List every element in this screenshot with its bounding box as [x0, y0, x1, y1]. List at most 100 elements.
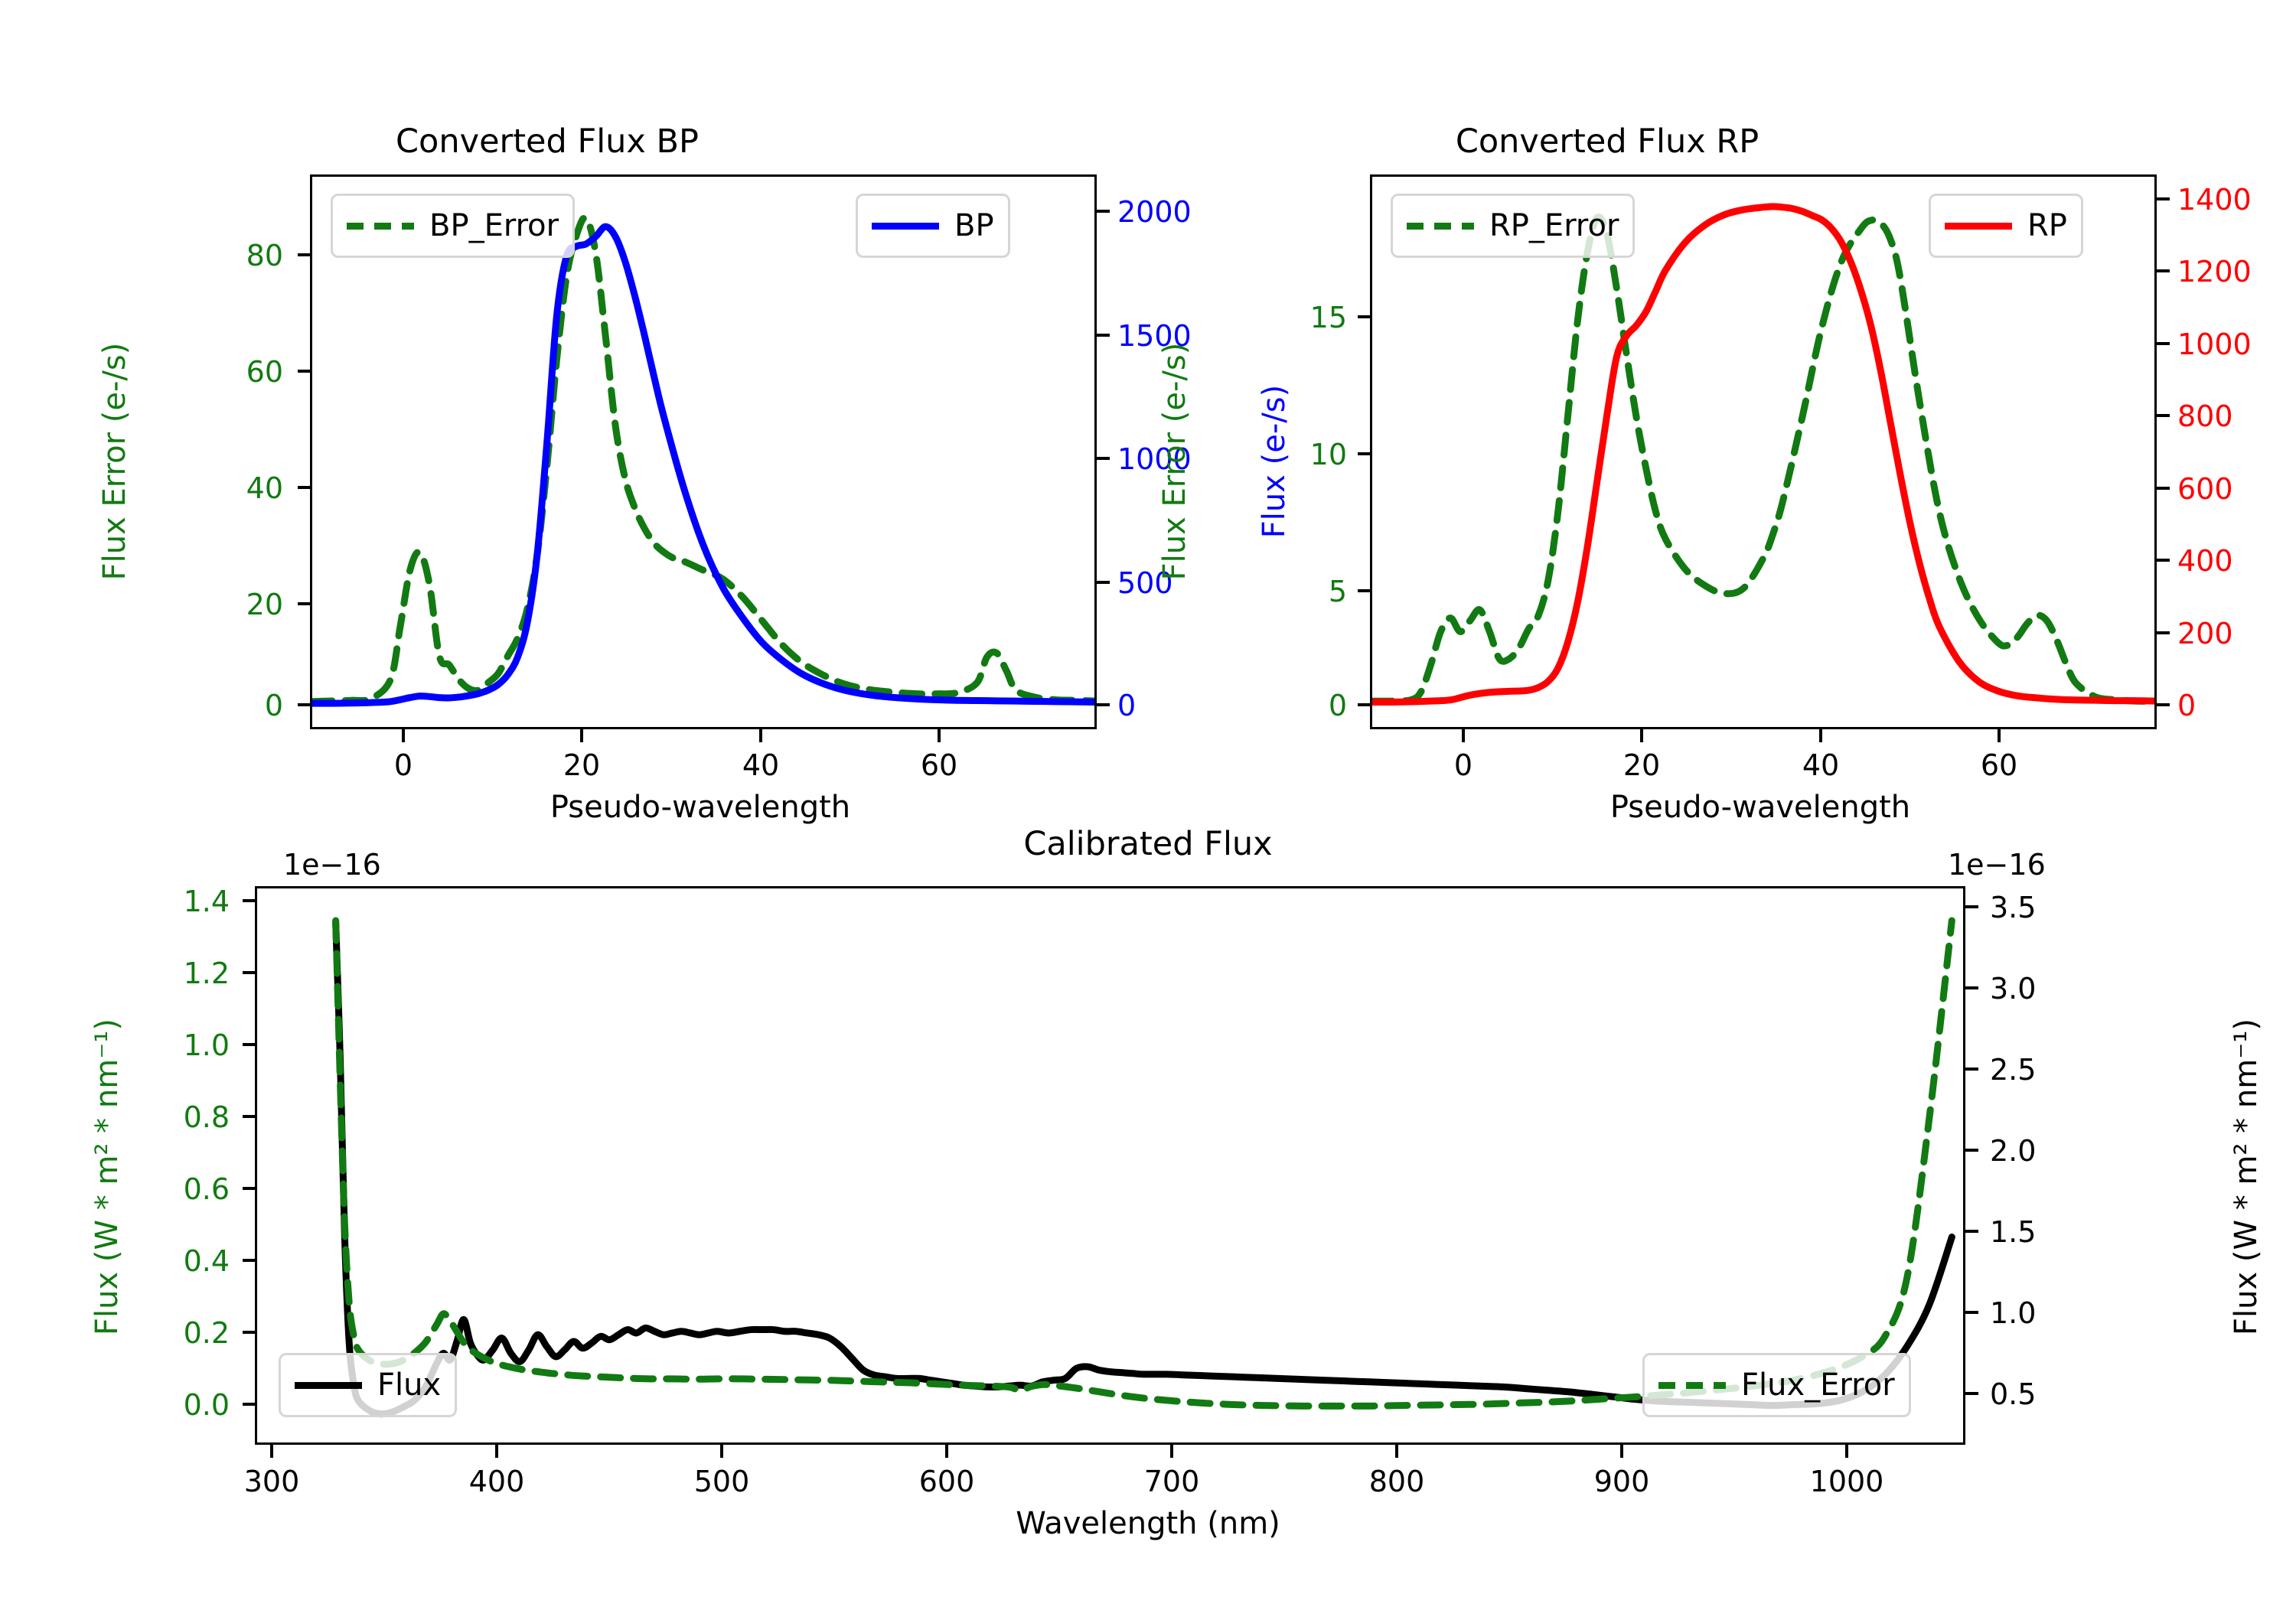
cal-ytick-left-2: 0.4 — [183, 1244, 230, 1278]
cal-ytick-left-3: 0.6 — [183, 1172, 230, 1206]
bp-ytickmark-left-0 — [298, 703, 311, 706]
rp-ytick-right-4: 800 — [2177, 399, 2233, 433]
bp-xtickmark-1 — [580, 729, 583, 742]
cal-plot-frame — [255, 886, 1965, 1445]
bp-ytick-left-0: 0 — [264, 689, 283, 722]
cal-ytick-right-1: 1.0 — [1990, 1296, 2037, 1330]
rp-ylabel-left: Flux Error (e-/s) — [1157, 342, 1192, 581]
rp-xtickmark-0 — [1462, 729, 1465, 742]
rp-xtick-1: 20 — [1623, 748, 1661, 782]
bp-xtick-3: 60 — [920, 748, 958, 782]
bp-ytickmark-right-4 — [1097, 210, 1110, 213]
cal-title: Calibrated Flux — [1023, 825, 1273, 863]
cal-ytickmark-right-0 — [1965, 1392, 1978, 1395]
rp-ytickmark-right-3 — [2157, 487, 2170, 490]
cal-legend-flux[interactable]: Flux — [279, 1353, 458, 1417]
cal-ytickmark-left-7 — [243, 899, 256, 902]
rp-ytickmark-right-6 — [2157, 269, 2170, 272]
series-rp-error-path — [1372, 213, 2154, 705]
cal-ytickmark-left-3 — [243, 1187, 256, 1190]
bp-xtick-1: 20 — [563, 748, 601, 782]
cal-ytickmark-left-0 — [243, 1403, 256, 1406]
cal-ytickmark-right-1 — [1965, 1311, 1978, 1314]
rp-xtickmark-3 — [1998, 729, 2001, 742]
bp-error-line-swatch — [347, 222, 414, 230]
cal-ytickmark-right-6 — [1965, 905, 1978, 908]
cal-ytick-right-0: 0.5 — [1990, 1377, 2037, 1411]
bp-ytickmark-right-2 — [1097, 457, 1110, 460]
rp-legend-flux-label: RP — [2027, 208, 2067, 243]
rp-legend-flux[interactable]: RP — [1929, 194, 2083, 258]
bp-ytick-left-2: 40 — [246, 471, 283, 505]
rp-ytick-left-3: 15 — [1309, 301, 1347, 334]
bp-ytickmark-left-4 — [298, 253, 311, 256]
cal-ytickmark-left-5 — [243, 1043, 256, 1046]
rp-error-line-swatch — [1407, 222, 1474, 230]
rp-ytick-right-0: 0 — [2177, 689, 2197, 722]
series-bp-path — [312, 223, 1094, 707]
rp-plot-frame — [1370, 174, 2157, 729]
bp-ylabel-left: Flux Error (e-/s) — [97, 342, 132, 581]
cal-ytickmark-left-2 — [243, 1259, 256, 1262]
cal-error-line-swatch — [1658, 1381, 1726, 1389]
cal-ytickmark-left-4 — [243, 1115, 256, 1118]
cal-ylabel-right: Flux (W * m² * nm⁻¹) — [2229, 1019, 2264, 1335]
cal-xtick-5: 800 — [1368, 1465, 1425, 1498]
cal-xtick-0: 300 — [243, 1465, 300, 1498]
cal-xtickmark-3 — [945, 1445, 948, 1458]
rp-ytickmark-right-5 — [2157, 342, 2170, 345]
cal-xtickmark-7 — [1845, 1445, 1848, 1458]
cal-ytickmark-left-6 — [243, 971, 256, 974]
rp-ytick-right-5: 1000 — [2177, 328, 2252, 361]
rp-ytickmark-right-0 — [2157, 703, 2170, 706]
cal-xtickmark-2 — [720, 1445, 723, 1458]
cal-xtick-7: 1000 — [1809, 1465, 1884, 1498]
cal-xtickmark-4 — [1170, 1445, 1173, 1458]
cal-ytickmark-right-4 — [1965, 1068, 1978, 1071]
series-bp-error-path — [312, 214, 1094, 706]
bp-plot-frame — [310, 174, 1097, 729]
cal-legend-flux-label: Flux — [377, 1367, 442, 1403]
cal-xtickmark-0 — [270, 1445, 273, 1458]
bp-ytickmark-right-1 — [1097, 581, 1110, 584]
rp-ytickmark-right-1 — [2157, 631, 2170, 634]
bp-ytickmark-left-1 — [298, 602, 311, 605]
bp-xtickmark-0 — [402, 729, 405, 742]
cal-ytickmark-right-5 — [1965, 986, 1978, 989]
bp-ytick-right-2: 1000 — [1117, 442, 1192, 476]
bp-xtick-0: 0 — [393, 748, 413, 782]
cal-ytickmark-right-2 — [1965, 1230, 1978, 1233]
bp-ytick-right-1: 500 — [1117, 566, 1173, 600]
cal-xtick-4: 700 — [1143, 1465, 1200, 1498]
cal-ytick-right-4: 2.5 — [1990, 1053, 2037, 1087]
rp-ytick-right-1: 200 — [2177, 617, 2233, 650]
bp-title: Converted Flux BP — [396, 122, 699, 161]
cal-ytick-left-4: 0.8 — [183, 1100, 230, 1134]
cal-legend-error[interactable]: Flux_Error — [1642, 1353, 1911, 1417]
cal-legend-error-label: Flux_Error — [1741, 1367, 1895, 1403]
cal-ytick-left-6: 1.2 — [183, 957, 230, 990]
cal-xtickmark-6 — [1620, 1445, 1623, 1458]
rp-ytickmark-right-4 — [2157, 414, 2170, 417]
cal-ytickmark-left-1 — [243, 1331, 256, 1334]
bp-ytickmark-left-2 — [298, 486, 311, 489]
bp-flux-line-swatch — [872, 222, 939, 230]
rp-legend-error-label: RP_Error — [1489, 208, 1619, 243]
cal-ytick-left-5: 1.0 — [183, 1028, 230, 1062]
bp-ytick-left-3: 60 — [246, 355, 283, 389]
bp-legend-error[interactable]: BP_Error — [331, 194, 576, 258]
bp-legend-flux-label: BP — [954, 208, 994, 243]
bp-xtickmark-2 — [759, 729, 762, 742]
bp-legend-error-label: BP_Error — [429, 208, 559, 243]
rp-xtick-2: 40 — [1802, 748, 1840, 782]
rp-flux-line-swatch — [1945, 222, 2012, 230]
bp-xtick-2: 40 — [742, 748, 780, 782]
rp-xlabel: Pseudo-wavelength — [1609, 790, 1911, 825]
cal-flux-line-swatch — [295, 1381, 362, 1389]
series-flux-error-path — [332, 917, 1955, 1410]
bp-legend-flux[interactable]: BP — [856, 194, 1010, 258]
rp-ytickmark-right-2 — [2157, 559, 2170, 562]
rp-legend-error[interactable]: RP_Error — [1391, 194, 1636, 258]
rp-ytick-right-6: 1200 — [2177, 255, 2252, 288]
rp-ytickmark-left-3 — [1358, 315, 1371, 318]
